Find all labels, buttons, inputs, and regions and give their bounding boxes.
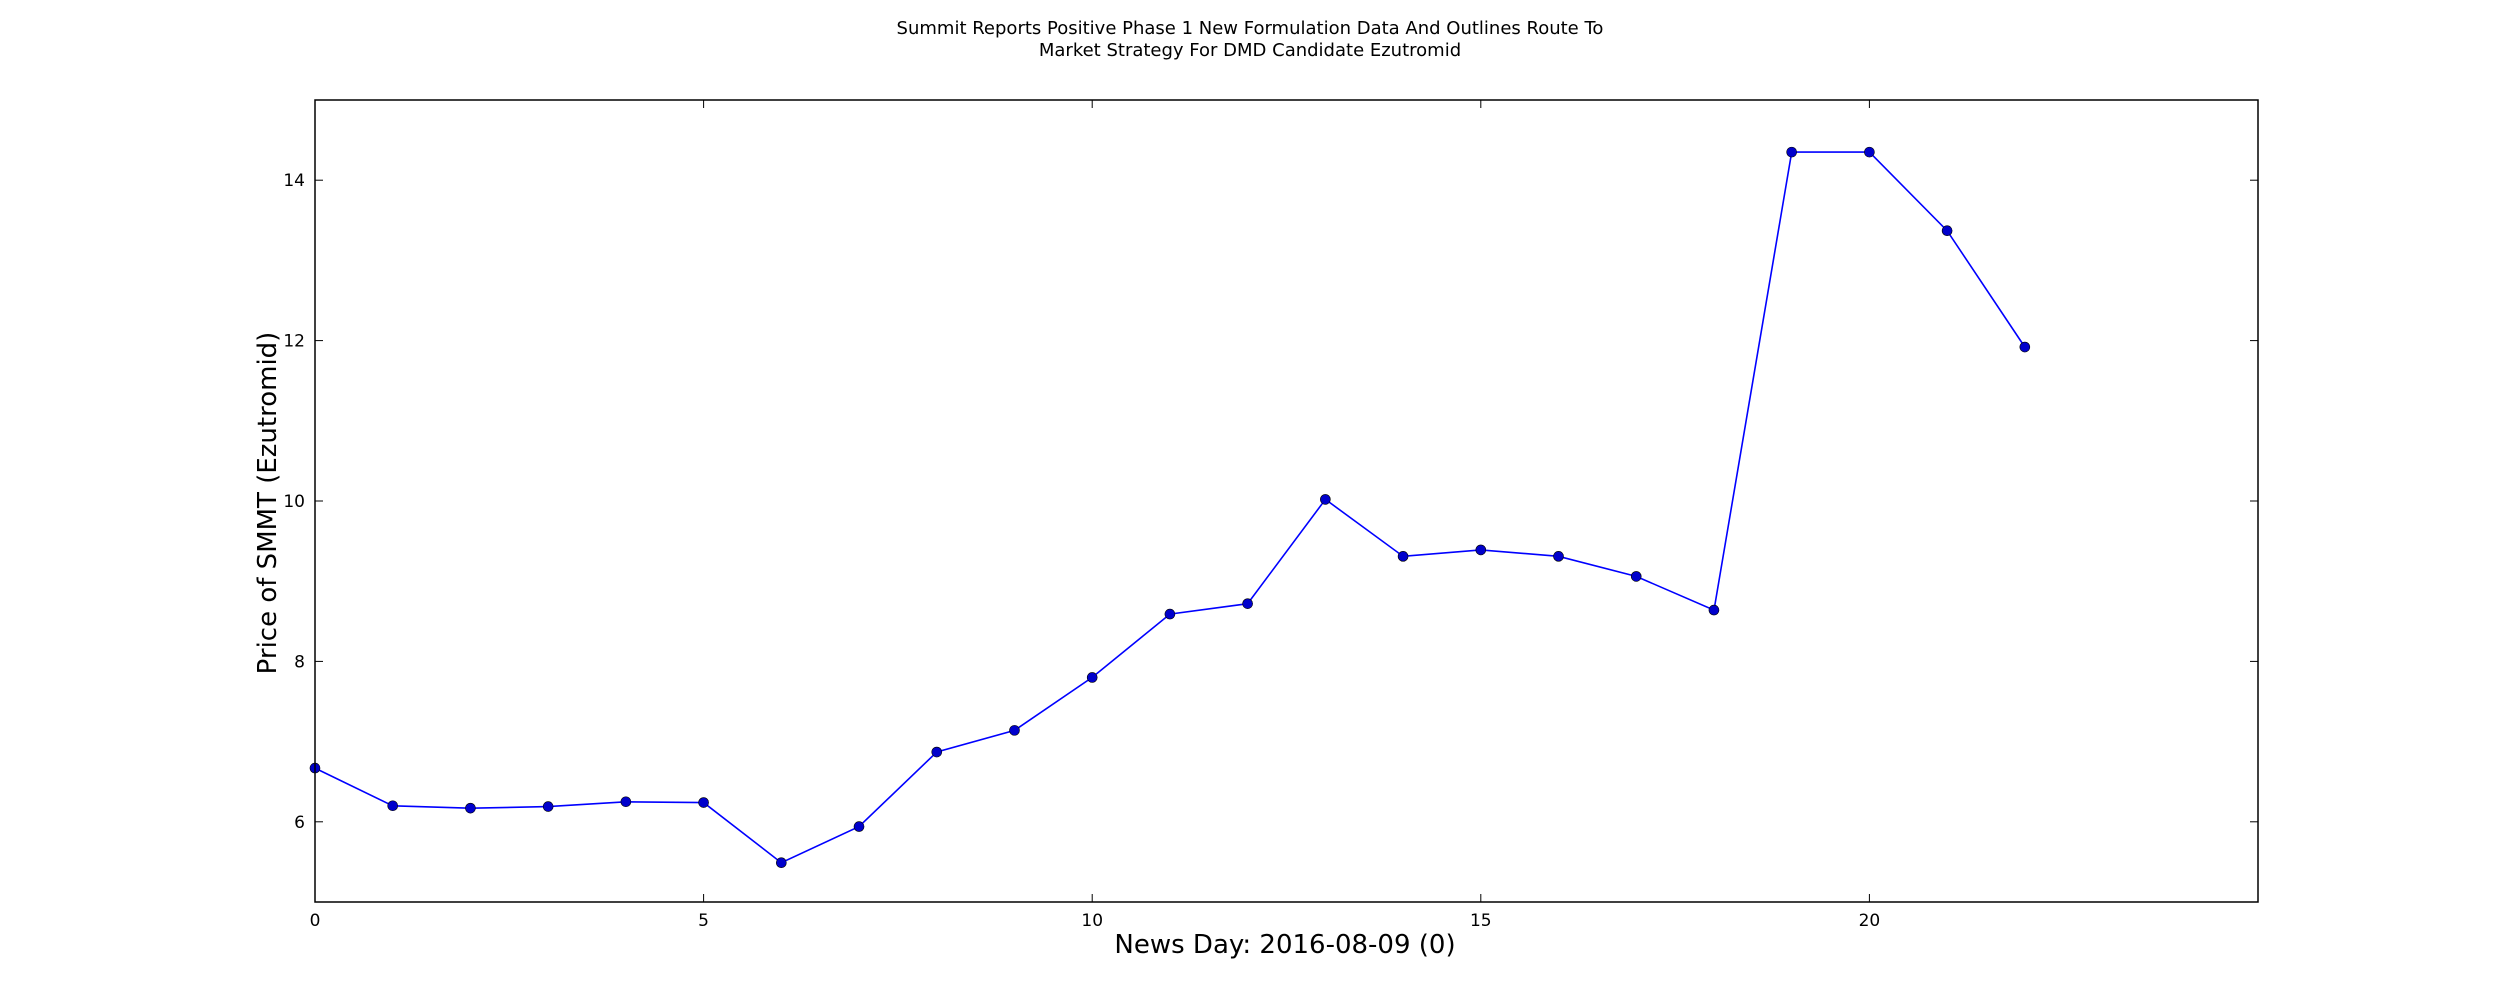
chart-title-line-2: Market Strategy For DMD Candidate Ezutro…: [1038, 40, 1462, 61]
ticks-group: 0 5 10 15 20 6 8 10 12 14: [283, 100, 2258, 931]
chart-title-line-1: Summit Reports Positive Phase 1 New Form…: [896, 18, 1604, 39]
data-point: [1086, 672, 1098, 683]
y-tick-label: 8: [294, 652, 305, 672]
x-tick-label: 5: [698, 911, 709, 931]
data-point: [465, 802, 476, 814]
data-point: [1864, 146, 1875, 158]
data-point: [1708, 604, 1720, 616]
data-point: [542, 801, 554, 812]
y-tick-label: 6: [294, 813, 305, 833]
series-line: [314, 151, 2026, 864]
x-tick-label: 0: [310, 911, 321, 931]
y-tick-label: 10: [283, 492, 305, 512]
data-point: [387, 800, 399, 812]
data-point: [620, 796, 632, 808]
data-point: [2019, 341, 2031, 353]
y-axis-label: Price of SMMT (Ezutromid): [253, 332, 283, 675]
x-tick-label: 20: [1859, 911, 1881, 931]
data-point: [776, 857, 787, 869]
data-point: [1475, 544, 1487, 556]
x-tick-label: 15: [1470, 911, 1492, 931]
series-group: [309, 146, 2031, 869]
data-point: [1786, 146, 1797, 158]
data-point: [1941, 225, 1953, 237]
y-tick-label: 12: [283, 332, 305, 352]
x-tick-label: 10: [1081, 911, 1103, 931]
data-point: [698, 797, 709, 808]
data-point: [853, 821, 865, 832]
plot-frame: [314, 99, 2259, 903]
data-point: [1009, 725, 1020, 736]
y-tick-label: 14: [283, 171, 305, 191]
data-point: [1242, 598, 1253, 609]
data-point: [931, 746, 943, 758]
data-point: [1320, 494, 1331, 505]
data-point: [1553, 551, 1564, 562]
data-point: [1630, 571, 1642, 582]
x-axis-label: News Day: 2016-08-09 (0): [1114, 930, 1455, 960]
data-point: [1164, 608, 1176, 620]
data-point: [1397, 551, 1409, 562]
